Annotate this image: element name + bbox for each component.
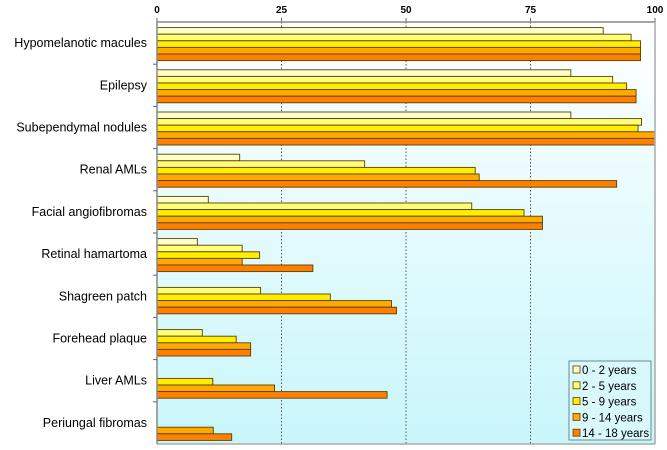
bar xyxy=(156,118,643,126)
legend-swatch xyxy=(572,381,581,390)
bar xyxy=(156,222,543,230)
legend: 0 - 2 years 2 - 5 years 5 - 9 years 9 - 14 … xyxy=(568,360,652,441)
bar xyxy=(156,131,656,139)
legend-swatch xyxy=(572,397,581,406)
category-label: Shagreen patch xyxy=(59,289,147,303)
bar xyxy=(156,286,262,295)
bar xyxy=(156,195,209,204)
category-label: Periungal fibromas xyxy=(43,416,147,430)
bar xyxy=(156,53,642,62)
bar xyxy=(156,40,642,48)
bar xyxy=(156,166,476,175)
bar xyxy=(156,33,632,42)
bar xyxy=(156,153,241,162)
bar xyxy=(156,95,637,104)
bar xyxy=(156,173,480,182)
x-tick-label: 75 xyxy=(525,5,537,16)
bar xyxy=(156,215,543,224)
x-tick-label: 0 xyxy=(154,5,160,16)
legend-label: 5 - 9 years xyxy=(582,397,637,409)
bar xyxy=(156,238,198,246)
bar xyxy=(156,342,252,350)
bar xyxy=(156,377,214,386)
x-tick-label: 100 xyxy=(647,5,664,16)
bar xyxy=(156,384,275,393)
x-tick-label: 25 xyxy=(276,5,288,16)
bar xyxy=(156,46,642,55)
category-label: Subependymal nodules xyxy=(16,121,147,135)
x-tick-label: 50 xyxy=(400,5,412,16)
bar xyxy=(156,306,397,315)
category-label: Hypomelanotic macules xyxy=(14,36,147,50)
category-label: Retinal hamartoma xyxy=(41,247,147,261)
category-label: Facial angiofibromas xyxy=(32,205,147,219)
bar xyxy=(156,335,237,344)
legend-box xyxy=(568,360,652,441)
bar xyxy=(156,202,473,211)
bar xyxy=(156,180,618,188)
bar xyxy=(156,137,656,146)
bar xyxy=(156,329,203,337)
legend-label: 0 - 2 years xyxy=(582,365,637,377)
category-label: Renal AMLs xyxy=(80,163,147,177)
bar xyxy=(156,82,628,91)
bar xyxy=(156,69,572,77)
bar xyxy=(156,257,243,266)
bar xyxy=(156,89,637,97)
category-label: Forehead plaque xyxy=(52,332,147,346)
bar xyxy=(156,426,214,435)
bar xyxy=(156,111,572,120)
bar xyxy=(156,27,604,35)
bar xyxy=(156,264,314,273)
bar xyxy=(156,124,639,133)
legend-label: 2 - 5 years xyxy=(582,381,637,393)
legend-swatch xyxy=(572,412,581,421)
bar xyxy=(156,160,366,168)
bar xyxy=(156,300,393,308)
legend-swatch xyxy=(572,365,581,374)
bar xyxy=(156,244,243,253)
bar xyxy=(156,293,331,302)
legend-swatch xyxy=(572,428,581,437)
bar xyxy=(156,433,233,441)
bar xyxy=(156,209,525,217)
category-label: Epilepsy xyxy=(100,78,148,92)
legend-label: 9 - 14 years xyxy=(582,412,643,424)
legend-label: 14 - 18 years xyxy=(582,428,649,440)
category-label: Liver AMLs xyxy=(85,374,147,388)
bar xyxy=(156,391,388,399)
bar xyxy=(156,348,252,357)
bar xyxy=(156,251,261,259)
bar xyxy=(156,75,614,84)
